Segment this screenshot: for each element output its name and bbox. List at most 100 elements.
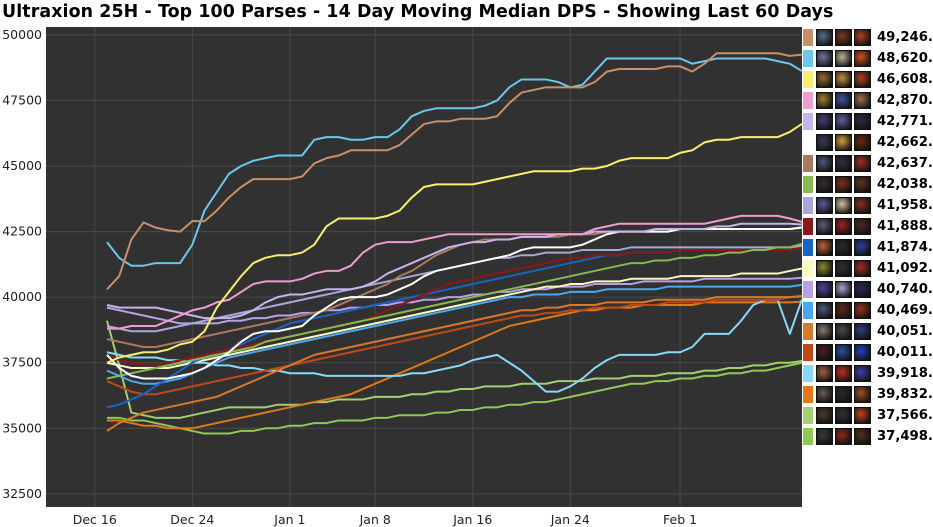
legend-item: 46,608.5 (803, 69, 933, 90)
spec-icon (816, 260, 833, 277)
legend-value: 40,011.0 (877, 345, 933, 360)
spec-icon (816, 29, 833, 46)
legend-swatch (803, 50, 813, 67)
legend-value: 41,958.0 (877, 198, 933, 213)
legend-value: 39,918.0 (877, 366, 933, 381)
spec-icon (854, 407, 871, 424)
x-tick-label: Feb 1 (663, 512, 697, 527)
spec-icon (835, 113, 852, 130)
legend-item: 39,832.0 (803, 384, 933, 405)
spec-icon (816, 302, 833, 319)
series-line (106, 276, 803, 325)
spec-icon (816, 407, 833, 424)
spec-icon (835, 281, 852, 298)
legend-swatch (803, 260, 813, 277)
series-line (106, 294, 803, 432)
spec-icon (854, 197, 871, 214)
spec-icon (835, 197, 852, 214)
legend-swatch (803, 386, 813, 403)
legend-item: 40,011.0 (803, 342, 933, 363)
legend-value: 41,888.0 (877, 219, 933, 234)
legend-swatch (803, 407, 813, 424)
legend-value: 37,498.0 (877, 429, 933, 444)
series-line (106, 298, 803, 393)
spec-icon (854, 428, 871, 445)
x-tick-label: Jan 1 (273, 512, 305, 527)
plot-area (46, 27, 802, 507)
legend-item: 42,870.0 (803, 90, 933, 111)
spec-icon (816, 113, 833, 130)
spec-icon (835, 50, 852, 67)
legend-item: 42,771.0 (803, 111, 933, 132)
series-line (106, 246, 803, 367)
spec-icon (835, 239, 852, 256)
legend-value: 42,771.0 (877, 114, 933, 129)
legend-value: 49,246.0 (877, 30, 933, 45)
spec-icon (854, 92, 871, 109)
y-tick-label: 37500 (2, 355, 42, 370)
spec-icon (854, 113, 871, 130)
y-tick-label: 47500 (2, 92, 42, 107)
series-line (106, 320, 803, 419)
legend-item: 42,038.0 (803, 174, 933, 195)
spec-icon (854, 176, 871, 193)
spec-icon (835, 92, 852, 109)
legend-item: 48,620.5 (803, 48, 933, 69)
spec-icon (835, 260, 852, 277)
legend-swatch (803, 302, 813, 319)
legend-swatch (803, 323, 813, 340)
legend-swatch (803, 428, 813, 445)
x-tick-label: Dec 24 (170, 512, 214, 527)
legend-value: 42,870.0 (877, 93, 933, 108)
y-tick-label: 42500 (2, 224, 42, 239)
y-tick-label: 32500 (2, 486, 42, 501)
legend-swatch (803, 176, 813, 193)
spec-icon (835, 134, 852, 151)
legend-item: 37,566.5 (803, 405, 933, 426)
legend-value: 40,740.0 (877, 282, 933, 297)
spec-icon (816, 239, 833, 256)
legend-item: 42,637.5 (803, 153, 933, 174)
series-line (106, 283, 803, 385)
legend-swatch (803, 113, 813, 130)
spec-icon (835, 218, 852, 235)
legend-value: 39,832.0 (877, 387, 933, 402)
legend-swatch (803, 155, 813, 172)
legend-swatch (803, 134, 813, 151)
legend-value: 42,637.5 (877, 156, 933, 171)
spec-icon (835, 155, 852, 172)
spec-icon (835, 407, 852, 424)
x-tick-label: Dec 16 (73, 512, 117, 527)
spec-icon (854, 218, 871, 235)
spec-icon (835, 365, 852, 382)
spec-icon (854, 50, 871, 67)
legend-item: 40,740.0 (803, 279, 933, 300)
spec-icon (816, 134, 833, 151)
spec-icon (854, 323, 871, 340)
spec-icon (835, 323, 852, 340)
legend-swatch (803, 197, 813, 214)
legend-item: 40,051.0 (803, 321, 933, 342)
spec-icon (816, 428, 833, 445)
spec-icon (816, 71, 833, 88)
legend-swatch (803, 344, 813, 361)
legend-swatch (803, 281, 813, 298)
series-line (106, 57, 803, 267)
spec-icon (854, 344, 871, 361)
x-tick-label: Jan 24 (550, 512, 590, 527)
series-line (106, 361, 803, 435)
legend-item: 42,662.5 (803, 132, 933, 153)
spec-icon (854, 281, 871, 298)
legend-item: 41,888.0 (803, 216, 933, 237)
spec-icon (854, 260, 871, 277)
series-line (106, 52, 803, 290)
spec-icon (835, 386, 852, 403)
legend-item: 41,092.5 (803, 258, 933, 279)
spec-icon (854, 71, 871, 88)
legend-item: 39,918.0 (803, 363, 933, 384)
spec-icon (854, 365, 871, 382)
spec-icon (854, 386, 871, 403)
legend-value: 46,608.5 (877, 72, 933, 87)
legend-swatch (803, 71, 813, 88)
